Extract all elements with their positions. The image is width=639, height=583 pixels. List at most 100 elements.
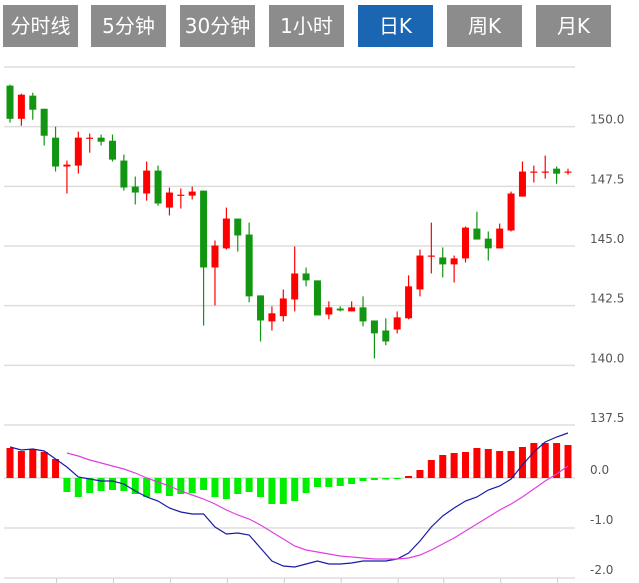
y-tick-label: -2.0 [590, 563, 613, 577]
macd-bar [177, 478, 185, 494]
macd-bar [222, 478, 230, 499]
macd-bar [29, 449, 37, 478]
macd-bar [325, 478, 333, 487]
candle-body [40, 108, 48, 136]
tab-weekly-k[interactable]: 周K [447, 5, 522, 47]
macd-bar [359, 478, 367, 481]
macd-bar [211, 478, 219, 497]
dif-line [9, 432, 569, 568]
macd-bar [553, 443, 561, 478]
candle-body [120, 160, 128, 188]
macd-bar [541, 443, 549, 478]
macd-bar [245, 478, 253, 492]
candle-body [211, 245, 219, 268]
macd-bar [462, 452, 470, 478]
candle-body [393, 317, 401, 330]
candle-body [74, 137, 82, 166]
candle-body [382, 330, 390, 342]
tab-30min[interactable]: 30分钟 [180, 5, 255, 47]
candle-body [268, 313, 276, 322]
candle-body [257, 295, 265, 321]
macd-bar [131, 478, 139, 494]
macd-bar [473, 448, 481, 478]
candle-body [541, 171, 549, 173]
candle-body [507, 193, 515, 231]
candle-body [234, 218, 242, 236]
macd-bar [405, 476, 413, 478]
macd-bar [108, 478, 116, 490]
candle-body [131, 186, 139, 193]
candle-body [473, 228, 481, 240]
macd-bar [313, 478, 321, 487]
macd-bar [17, 451, 25, 478]
macd-bar [496, 451, 504, 478]
candle-body [484, 238, 492, 249]
candle-body [29, 95, 37, 110]
candle-body [245, 234, 253, 297]
candle-body [6, 85, 14, 119]
candle-body [359, 307, 367, 322]
candle-body [370, 320, 378, 334]
candle-body [518, 171, 526, 197]
candle-body [86, 137, 94, 139]
candle-body [348, 307, 356, 312]
macd-bar [382, 478, 390, 480]
macd-bar [393, 478, 401, 479]
candle-body [496, 228, 504, 249]
tab-monthly-k[interactable]: 月K [536, 5, 611, 47]
candle-body [143, 170, 151, 194]
candle-body [325, 307, 333, 315]
macd-bar [154, 478, 162, 493]
tab-timeshare[interactable]: 分时线 [3, 5, 78, 47]
macd-bar [86, 478, 94, 493]
candle-body [553, 168, 561, 174]
macd-bar [450, 453, 458, 478]
candle-body [439, 257, 447, 265]
y-tick-label: 140.0 [590, 351, 624, 365]
macd-bar [257, 478, 265, 497]
macd-bar [143, 478, 151, 497]
macd-bar [268, 478, 276, 504]
candle-body [427, 255, 435, 257]
macd-bar [439, 455, 447, 478]
tab-1hour[interactable]: 1小时 [269, 5, 344, 47]
macd-bar [6, 448, 14, 478]
macd-bar [416, 470, 424, 478]
candle-body [52, 137, 60, 167]
candle-body [154, 170, 162, 204]
macd-bar [188, 478, 196, 493]
macd-bar [302, 478, 310, 493]
macd-bar [370, 478, 378, 480]
y-tick-label: 137.5 [590, 411, 624, 425]
candle-body [188, 191, 196, 196]
candle-body [302, 273, 310, 281]
macd-bar [165, 478, 173, 496]
macd-bar [336, 478, 344, 486]
candle-body [416, 255, 424, 290]
macd-bar [518, 447, 526, 478]
candle-body [336, 308, 344, 311]
macd-bar [52, 459, 60, 478]
candle-body [313, 280, 321, 316]
macd-bar [427, 460, 435, 478]
tab-5min[interactable]: 5分钟 [91, 5, 166, 47]
y-tick-label: 147.5 [590, 172, 624, 186]
candle-body [17, 94, 25, 119]
candle-body [165, 192, 173, 208]
macd-bar [530, 443, 538, 478]
macd-bar [40, 452, 48, 478]
macd-bar [63, 478, 71, 492]
macd-bar [279, 478, 287, 504]
candle-body [291, 273, 299, 300]
macd-bar [507, 451, 515, 478]
candle-body [450, 258, 458, 265]
macd-bar [97, 478, 105, 491]
macd-bar [564, 445, 572, 478]
candle-body [222, 218, 230, 249]
tab-daily-k[interactable]: 日K [358, 5, 433, 47]
macd-bar [484, 449, 492, 478]
y-tick-label: 145.0 [590, 232, 624, 246]
macd-bar [234, 478, 242, 494]
candle-body [279, 298, 287, 317]
